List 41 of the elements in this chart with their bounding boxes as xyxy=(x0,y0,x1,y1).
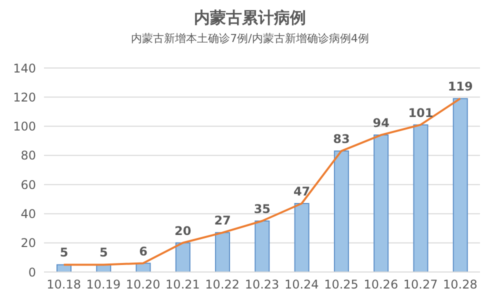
x-tick-label: 10.24 xyxy=(284,278,319,292)
x-tick-label: 10.20 xyxy=(126,278,160,292)
data-label: 6 xyxy=(139,244,148,258)
x-tick-label: 10.21 xyxy=(166,278,200,292)
data-label: 47 xyxy=(293,184,310,199)
bar xyxy=(452,98,468,272)
x-tick-label: 10.26 xyxy=(364,278,398,292)
data-label: 20 xyxy=(174,224,192,238)
x-tick-label: 10.25 xyxy=(324,278,358,292)
x-tick-label: 10.19 xyxy=(86,278,121,292)
bar xyxy=(254,220,270,272)
bar xyxy=(175,242,190,272)
x-tick-label: 10.28 xyxy=(443,278,478,292)
line-series xyxy=(62,98,462,266)
x-tick-label: 10.27 xyxy=(403,278,438,292)
chart-subtitle: 内蒙古新增本土确诊7例/内蒙古新增确诊病例4例 xyxy=(130,31,370,46)
y-tick-label: 120 xyxy=(13,90,36,104)
chart-title: 内蒙古累计病例 xyxy=(193,8,307,29)
data-label: 5 xyxy=(60,246,68,260)
data-label: 5 xyxy=(99,246,108,260)
y-tick-label: 140 xyxy=(13,61,36,76)
y-tick-label: 40 xyxy=(20,206,36,221)
bar xyxy=(413,124,428,272)
data-label: 119 xyxy=(448,80,473,94)
data-label: 101 xyxy=(408,106,434,120)
x-tick-label: 10.18 xyxy=(46,278,81,292)
bar xyxy=(374,134,389,272)
y-tick-label: 60 xyxy=(20,178,36,192)
y-tick-label: 80 xyxy=(20,148,36,163)
data-label: 27 xyxy=(214,214,231,228)
x-tick-label: 10.22 xyxy=(205,278,240,292)
bar xyxy=(334,150,349,272)
y-tick-label: 100 xyxy=(13,120,36,134)
bar xyxy=(215,232,230,272)
bar xyxy=(294,203,310,272)
data-label: 94 xyxy=(372,116,390,130)
y-tick-label: 20 xyxy=(20,236,36,250)
data-label: 35 xyxy=(254,202,271,216)
y-tick-label: 0 xyxy=(28,265,36,280)
data-label: 83 xyxy=(333,132,350,146)
x-tick-label: 10.23 xyxy=(244,278,280,292)
